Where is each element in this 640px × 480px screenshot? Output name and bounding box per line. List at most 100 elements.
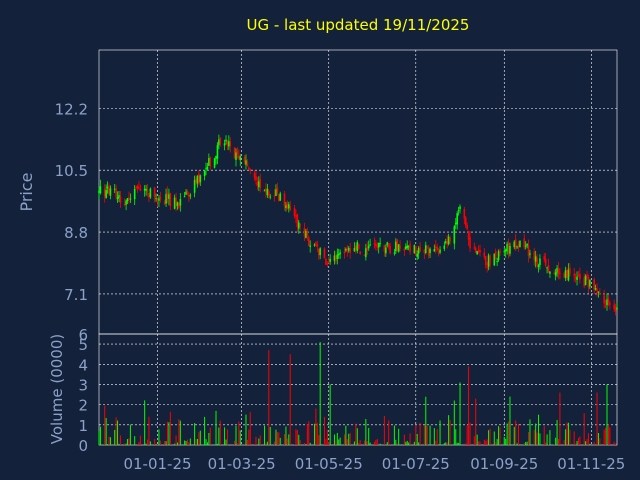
candle-body	[376, 246, 379, 248]
candle-body	[226, 141, 229, 146]
candle-body	[577, 275, 580, 277]
candle-body	[569, 267, 571, 275]
candle-body	[503, 251, 506, 253]
x-tick-label: 01-05-25	[295, 455, 363, 473]
candle-body	[213, 158, 216, 168]
candle-body	[329, 258, 331, 262]
candle-body	[99, 186, 102, 194]
price-axis-label: Price	[17, 172, 36, 211]
candle-body	[583, 277, 585, 287]
candle-body	[258, 181, 260, 188]
candle-body	[437, 252, 440, 254]
candle-body	[566, 270, 568, 278]
candle-body	[116, 197, 119, 199]
candle-body	[198, 173, 200, 184]
x-tick-label: 01-07-25	[382, 455, 450, 473]
candle-body	[293, 208, 296, 217]
candle-body	[347, 247, 350, 251]
candle-body	[178, 204, 180, 208]
candle-body	[506, 243, 508, 252]
candle-body	[203, 170, 206, 177]
candle-body	[367, 245, 370, 249]
candle-body	[537, 264, 540, 267]
candle-body	[265, 187, 267, 193]
price-grid	[99, 50, 617, 334]
candle-body	[426, 247, 429, 249]
candle-body	[439, 249, 441, 253]
candle-body	[603, 295, 605, 304]
volume-tick-label: 1	[78, 417, 88, 435]
candle-body	[323, 248, 326, 259]
candle-body	[416, 253, 419, 257]
candle-body	[158, 198, 160, 201]
candle-body	[576, 276, 578, 280]
candle-body	[377, 243, 380, 248]
volume-panel: 5 4 3 2 1 0 Volume (0000)	[48, 333, 618, 455]
candle-body	[409, 243, 411, 252]
price-tick-label: 8.8	[64, 224, 88, 242]
candle-body	[156, 198, 159, 201]
candle-body	[205, 168, 207, 170]
candle-body	[607, 298, 610, 304]
candle-body	[529, 253, 531, 255]
candle-body	[539, 258, 541, 265]
candle-body	[534, 256, 537, 262]
candle-body	[208, 158, 210, 166]
candle-body	[333, 255, 336, 261]
candle-body	[123, 203, 126, 205]
candle-body	[296, 214, 299, 227]
candle-body	[456, 213, 458, 225]
candle-body	[98, 190, 100, 194]
candle-body	[533, 251, 536, 260]
candle-body	[557, 267, 560, 275]
price-plot-frame	[98, 49, 618, 335]
candle-body	[406, 245, 409, 248]
volume-plot-frame	[98, 333, 618, 446]
candle-body	[494, 251, 497, 260]
candle-body	[316, 244, 319, 247]
candle-body	[614, 307, 617, 312]
price-y-ticks: 12.2 10.5 8.8 7.1 6	[55, 100, 88, 344]
candle-body	[587, 276, 590, 288]
candle-body	[613, 304, 615, 309]
candle-body	[499, 250, 501, 253]
candle-body	[556, 267, 558, 273]
candle-body	[357, 244, 360, 249]
candle-body	[509, 245, 511, 254]
candle-body	[546, 267, 548, 269]
candle-body	[514, 239, 517, 250]
candle-body	[175, 197, 177, 207]
candle-body	[218, 139, 220, 146]
candle-body	[424, 245, 427, 254]
candle-body	[249, 168, 252, 172]
chart-title: UG - last updated 19/11/2025	[247, 16, 470, 34]
candle-body	[245, 160, 247, 165]
candle-body	[275, 189, 277, 196]
candle-body	[489, 255, 491, 266]
candle-body	[519, 240, 521, 248]
volume-grid	[99, 334, 617, 445]
candle-body	[584, 276, 587, 286]
candle-body	[238, 155, 240, 159]
volume-bars	[98, 342, 617, 445]
candle-body	[259, 179, 262, 189]
candle-body	[295, 215, 297, 217]
volume-tick-label: 4	[78, 356, 88, 374]
candle-body	[536, 258, 538, 266]
candle-body	[233, 147, 236, 159]
candle-body	[366, 247, 369, 250]
candle-body	[524, 245, 527, 247]
price-tick-label: 7.1	[64, 286, 88, 304]
candle-body	[103, 188, 106, 197]
candle-body	[434, 246, 437, 249]
candle-body	[243, 156, 246, 163]
candle-body	[246, 162, 249, 166]
candle-body	[586, 274, 588, 277]
candle-body	[139, 189, 142, 191]
candle-body	[484, 256, 487, 266]
x-tick-label: 01-11-25	[557, 455, 625, 473]
candle-body	[255, 176, 257, 181]
candle-body	[266, 188, 269, 196]
candle-body	[353, 248, 356, 252]
